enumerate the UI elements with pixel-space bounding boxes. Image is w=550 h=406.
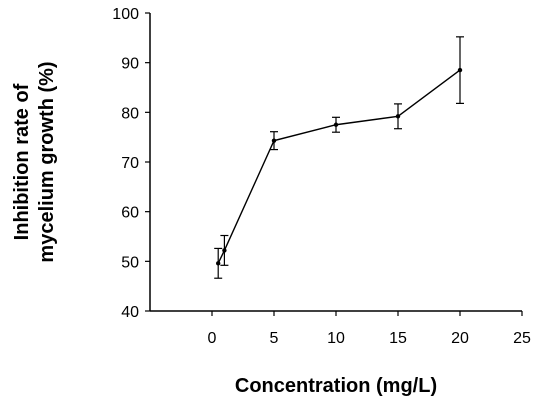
x-tick-label: 25 <box>513 330 531 347</box>
x-ticks: 0 5 10 15 20 25 <box>208 311 531 347</box>
y-axis-title: Inhibition rate of mycelium growth (%) <box>11 61 58 262</box>
y-ticks: 40 50 60 70 80 90 100 <box>112 6 150 321</box>
data-point <box>457 67 463 73</box>
y-axis-title-line-1: Inhibition rate of <box>11 83 33 240</box>
y-tick-label: 60 <box>121 205 139 222</box>
y-tick-label: 70 <box>121 155 139 172</box>
plot-area: 40 50 60 70 80 90 100 0 5 10 15 20 25 <box>112 6 531 347</box>
y-tick-label: 50 <box>121 254 139 271</box>
data-point <box>216 261 221 266</box>
y-tick-label: 40 <box>121 304 139 321</box>
data-point <box>395 114 401 119</box>
x-tick-label: 0 <box>208 330 217 347</box>
x-tick-label: 5 <box>270 330 279 347</box>
y-axis-title-line-2: mycelium growth (%) <box>36 61 58 262</box>
x-axis-title: Concentration (mg/L) <box>235 375 437 397</box>
x-tick-label: 20 <box>451 330 469 347</box>
x-tick-label: 15 <box>389 330 407 347</box>
x-tick-label: 10 <box>327 330 345 347</box>
data-series <box>214 36 464 279</box>
data-point <box>271 138 277 143</box>
series-line <box>217 69 461 264</box>
y-tick-label: 100 <box>112 6 139 23</box>
data-point <box>222 248 227 253</box>
y-tick-label: 90 <box>121 56 139 73</box>
y-tick-label: 80 <box>121 105 139 122</box>
data-point <box>333 122 339 127</box>
